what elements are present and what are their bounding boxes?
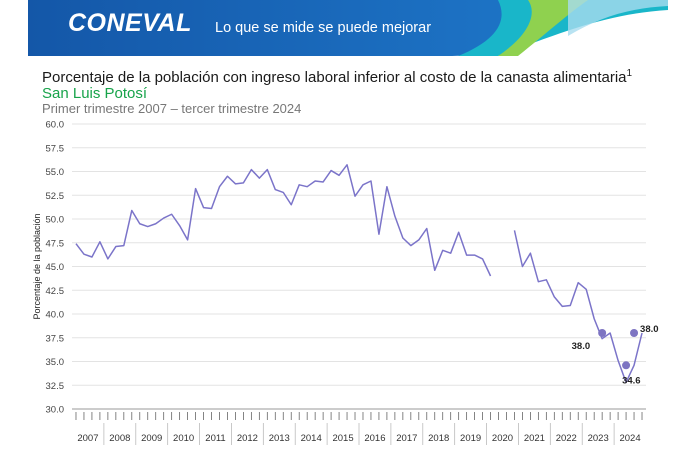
- y-tick-label: 42.5: [46, 286, 65, 297]
- highlight-point: [598, 329, 607, 337]
- x-tick-label: 2016: [364, 433, 385, 444]
- x-tick-label: 2014: [301, 433, 322, 444]
- series-line: [513, 230, 643, 384]
- x-tick-label: 2021: [524, 433, 545, 444]
- chart-title: Porcentaje de la población con ingreso l…: [42, 68, 632, 86]
- y-tick-label: 45.0: [46, 262, 65, 273]
- x-tick-label: 2020: [492, 433, 513, 444]
- y-tick-label: 52.5: [46, 191, 65, 202]
- x-tick-label: 2024: [619, 433, 640, 444]
- x-tick-label: 2023: [588, 433, 609, 444]
- y-tick-label: 37.5: [46, 333, 65, 344]
- y-tick-label: 50.0: [46, 215, 65, 226]
- x-tick-label: 2022: [556, 433, 577, 444]
- x-tick-label: 2011: [205, 433, 225, 444]
- tagline: Lo que se mide se puede mejorar: [215, 20, 432, 36]
- header-banner: CONEVAL Lo que se mide se puede mejorar: [28, 0, 668, 56]
- data-label: 38.0: [640, 324, 659, 335]
- y-tick-label: 30.0: [46, 405, 65, 416]
- x-tick-label: 2008: [109, 433, 130, 444]
- data-label: 34.6: [622, 375, 641, 386]
- x-tick-label: 2017: [396, 433, 417, 444]
- highlight-point: [622, 361, 631, 370]
- y-tick-label: 32.5: [46, 381, 65, 392]
- y-tick-label: 35.0: [46, 357, 65, 368]
- y-tick-label: 55.0: [46, 167, 65, 178]
- highlight-point: [630, 329, 639, 337]
- y-tick-label: 47.5: [46, 238, 65, 249]
- x-tick-label: 2007: [77, 433, 98, 444]
- x-tick-label: 2013: [269, 433, 290, 444]
- x-tick-label: 2009: [141, 433, 162, 444]
- data-label: 38.0: [572, 341, 591, 352]
- banner-background: [28, 0, 668, 56]
- y-tick-label: 57.5: [46, 143, 65, 154]
- chart-title-text: Porcentaje de la población con ingreso l…: [42, 69, 627, 86]
- coneval-logo[interactable]: CONEVAL: [68, 9, 192, 37]
- series-line: [75, 164, 492, 277]
- y-axis-label: Porcentaje de la población: [32, 213, 42, 319]
- y-tick-label: 60.0: [46, 120, 65, 131]
- x-tick-label: 2019: [460, 433, 481, 444]
- y-tick-label: 40.0: [46, 310, 65, 321]
- chart-subtitle: San Luis Potosí: [42, 85, 148, 102]
- x-tick-label: 2010: [173, 433, 194, 444]
- footnote-marker: 1: [626, 68, 633, 79]
- x-tick-label: 2015: [332, 433, 353, 444]
- x-tick-label: 2012: [237, 433, 258, 444]
- x-tick-label: 2018: [428, 433, 449, 444]
- chart-period: Primer trimestre 2007 – tercer trimestre…: [42, 101, 302, 116]
